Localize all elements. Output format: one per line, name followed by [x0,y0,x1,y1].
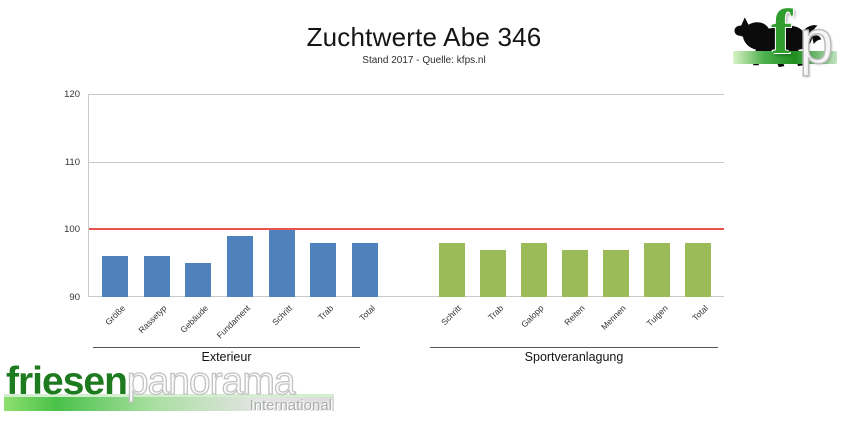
category-label: Trab [485,303,505,323]
category-label: Größe [102,303,127,328]
group-label-1: Sportveranlagung [524,350,624,364]
gridline-90 [89,296,724,297]
plot-area [88,94,724,297]
bar-exterieur-6 [352,242,379,297]
bar-sportveranlagung-6 [685,242,712,297]
logo-green-band [733,51,837,64]
bar-exterieur-0 [101,256,128,297]
group-line-1 [430,347,718,348]
category-label: Reiten [562,303,588,328]
gridline-120 [89,94,724,95]
group-label-0: Exterieur [201,350,252,364]
bar-exterieur-2 [185,263,212,297]
category-label: Mennen [599,303,629,332]
category-label: Trab [316,303,336,323]
category-label: Galopp [519,303,546,330]
footer-wordmark: friesenpanorama [6,359,296,404]
bar-sportveranlagung-3 [562,249,588,297]
category-label: Schritt [439,303,464,328]
bar-exterieur-3 [227,236,253,297]
category-label: Rassetyp [136,303,169,336]
chart-subtitle: Stand 2017 - Quelle: kfps.nl [362,55,486,66]
footer-word-international: International [249,397,332,414]
y-tick-label: 100 [64,224,80,236]
gridline-110 [89,161,724,163]
bar-exterieur-5 [310,242,337,297]
group-line-0 [93,347,360,348]
bar-sportveranlagung-5 [644,242,671,297]
bar-exterieur-1 [143,256,170,297]
bar-sportveranlagung-0 [438,242,465,297]
footer-gradient-bar [4,397,334,411]
bar-exterieur-4 [268,229,295,297]
category-label: Total [690,303,711,323]
footer-word-panorama: panorama [126,359,296,403]
category-label: Schritt [269,303,294,328]
bar-sportveranlagung-1 [479,249,506,297]
category-label: Tuigen [644,303,670,329]
bar-sportveranlagung-2 [520,242,547,297]
y-tick-label: 110 [64,156,80,168]
category-label: Total [357,303,378,323]
logo-letter-f: f [771,0,793,67]
corner-logo: f p [731,0,845,83]
logo-letter-p: p [798,7,834,78]
bar-sportveranlagung-4 [603,249,630,297]
y-tick-label: 120 [64,89,80,100]
category-label: Gebäude [178,303,211,335]
footer-logo: friesenpanorama International [4,359,344,422]
footer-word-friesen: friesen [6,360,128,403]
chart-title: Zuchtwerte Abe 346 [306,22,542,52]
category-label: Fundament [214,303,253,341]
y-tick-label: 90 [69,292,80,303]
reference-line [89,228,724,231]
